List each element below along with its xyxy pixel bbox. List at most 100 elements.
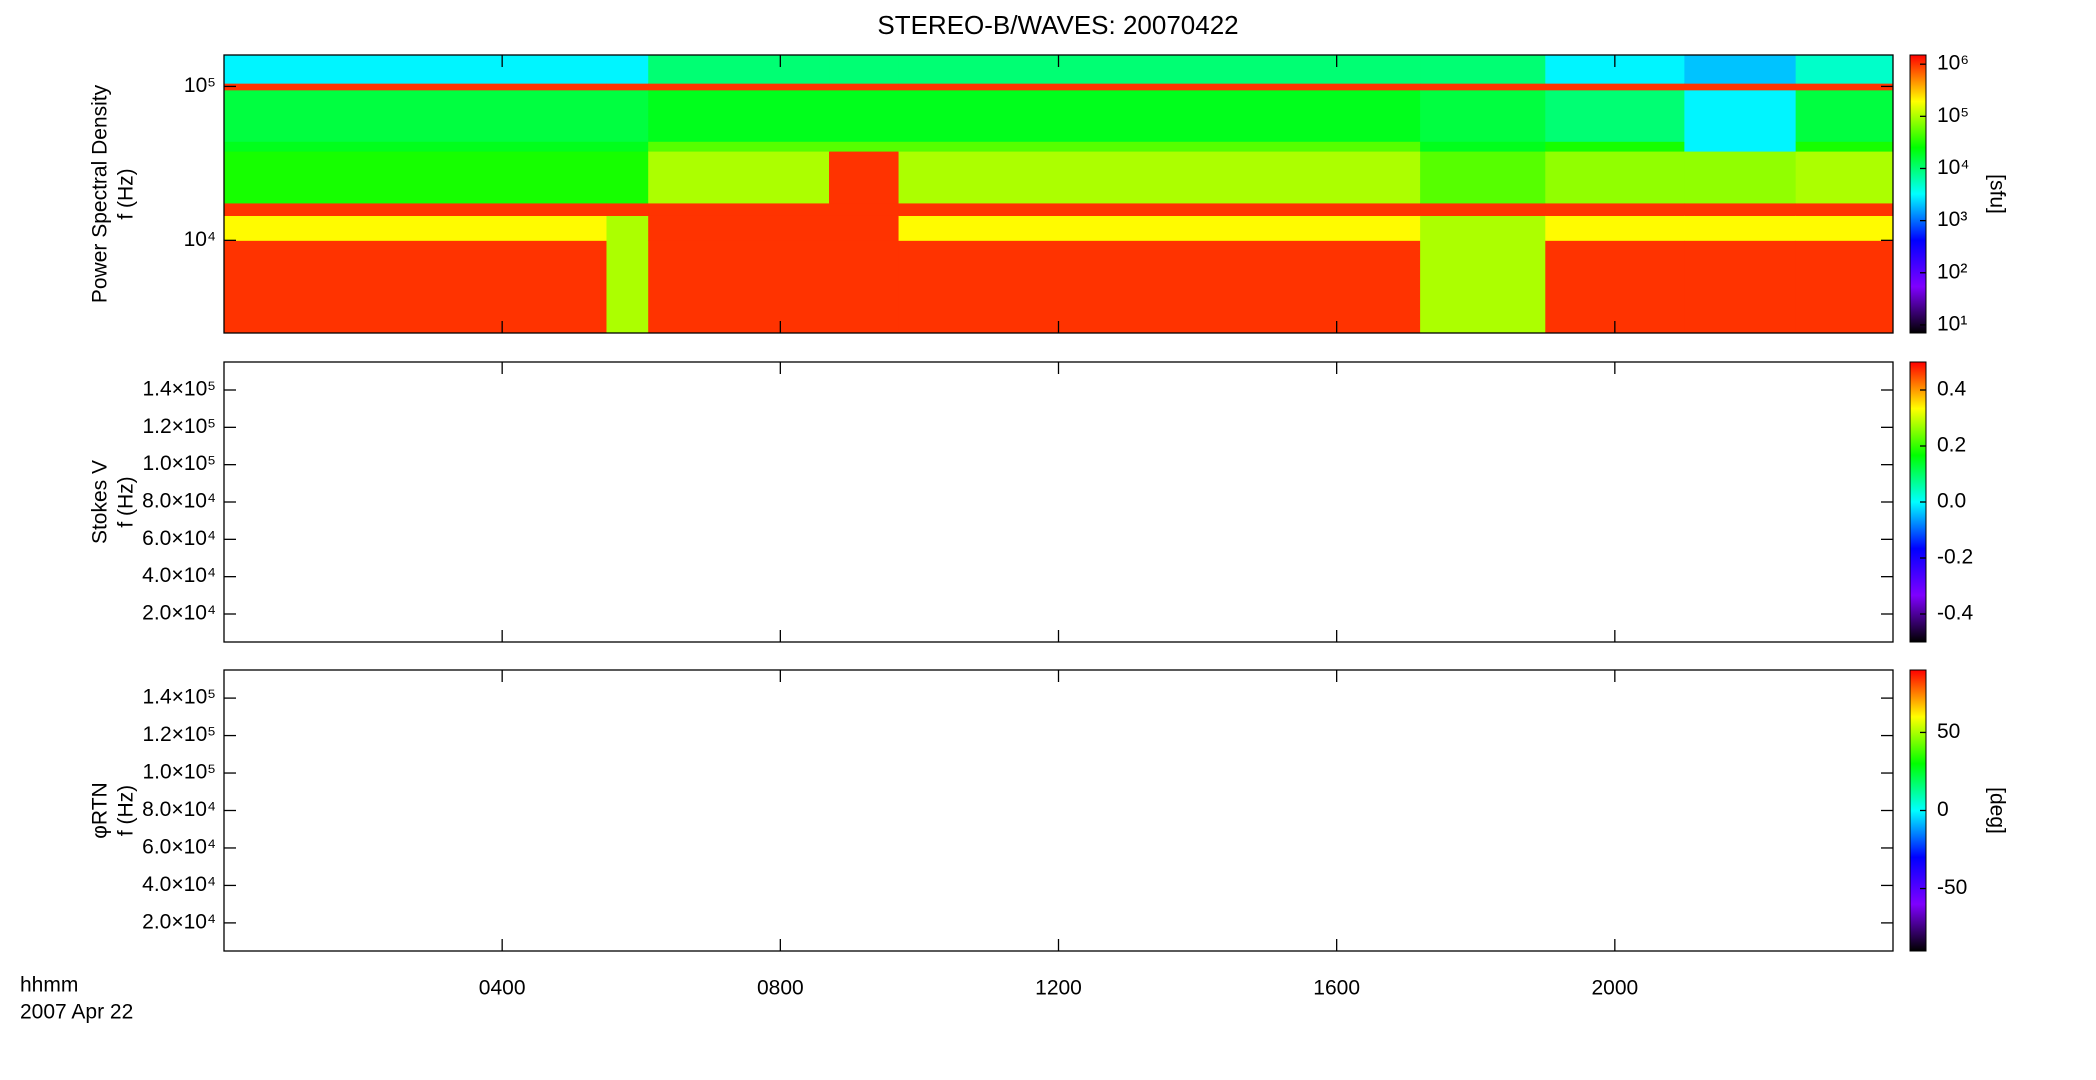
heatmap-cell bbox=[1420, 83, 1546, 91]
heatmap-cell bbox=[1545, 141, 1685, 152]
heatmap-cell bbox=[898, 151, 1421, 204]
heatmap-cell bbox=[1420, 55, 1546, 84]
heatmap-cell bbox=[648, 202, 830, 216]
heatmap-cell bbox=[648, 240, 830, 334]
y-tick-label: 10⁴ bbox=[184, 228, 216, 251]
heatmap-cell bbox=[648, 215, 830, 241]
colorbar-tick-label: 0 bbox=[1937, 798, 1949, 821]
y-tick-label: 2.0×10⁴ bbox=[142, 910, 216, 933]
heatmap-cell bbox=[898, 55, 1421, 84]
x-tick-label: 1200 bbox=[1035, 977, 1082, 1000]
x-tick-label: 0400 bbox=[479, 977, 526, 1000]
heatmap-cell bbox=[1684, 240, 1797, 334]
heatmap-cell bbox=[1684, 202, 1797, 216]
heatmap-cell bbox=[898, 202, 1421, 216]
heatmap-cell bbox=[606, 55, 649, 84]
colorbar-tick-label: 10⁴ bbox=[1937, 156, 1969, 179]
heatmap-cell bbox=[1684, 151, 1797, 204]
heatmap-cell bbox=[606, 202, 649, 216]
heatmap-cell bbox=[898, 89, 1421, 142]
heatmap-cell bbox=[1684, 141, 1797, 152]
heatmap-cell bbox=[648, 83, 830, 91]
heatmap-cell bbox=[1795, 240, 1894, 334]
colorbar-tick-label: 10⁶ bbox=[1937, 52, 1969, 75]
date-label: 2007 Apr 22 bbox=[20, 1001, 133, 1024]
heatmap-cell bbox=[1545, 215, 1685, 241]
y-tick-label: 1.4×10⁵ bbox=[142, 378, 216, 401]
heatmap-cell bbox=[829, 151, 900, 204]
heatmap-cell bbox=[648, 55, 830, 84]
heatmap-cell bbox=[648, 141, 830, 152]
y-tick-label: 1.0×10⁵ bbox=[142, 452, 216, 475]
colorbar-label: [deg] bbox=[1985, 787, 2008, 834]
colorbar bbox=[1909, 54, 1927, 334]
heatmap-cell bbox=[829, 89, 900, 142]
heatmap-cell bbox=[224, 215, 607, 241]
heatmap-cell bbox=[898, 240, 1421, 334]
y-tick-label: 1.0×10⁵ bbox=[142, 761, 216, 784]
colorbar-tick-label: 0.0 bbox=[1937, 490, 1966, 513]
heatmap-cell bbox=[829, 240, 900, 334]
heatmap-cell bbox=[1795, 141, 1894, 152]
heatmap-cell bbox=[1545, 240, 1685, 334]
heatmap-cell bbox=[606, 141, 649, 152]
y-tick-label: 1.2×10⁵ bbox=[142, 723, 216, 746]
heatmap-cell bbox=[1795, 151, 1894, 204]
colorbar-tick-label: -0.4 bbox=[1937, 602, 1974, 625]
colorbar-tick-label: -50 bbox=[1937, 876, 1967, 899]
y-axis-label: Power Spectral Density bbox=[89, 84, 112, 303]
heatmap-cell bbox=[224, 202, 607, 216]
y-axis-label: φRTN bbox=[89, 782, 112, 838]
heatmap-cell bbox=[224, 141, 607, 152]
colorbar-tick-label: 0.4 bbox=[1937, 378, 1967, 401]
y-tick-label: 6.0×10⁴ bbox=[142, 527, 216, 550]
heatmap-cell bbox=[1795, 89, 1894, 142]
y-tick-label: 1.4×10⁵ bbox=[142, 686, 216, 709]
heatmap-cell bbox=[1684, 55, 1797, 84]
heatmap-cell bbox=[829, 55, 900, 84]
heatmap-cell bbox=[648, 89, 830, 142]
heatmap-cell bbox=[1795, 55, 1894, 84]
heatmap-cell bbox=[1420, 89, 1546, 142]
heatmap-cell bbox=[1684, 83, 1797, 91]
heatmap-cell bbox=[898, 141, 1421, 152]
colorbar-tick-label: -0.2 bbox=[1937, 546, 1973, 569]
heatmap-cell bbox=[1420, 141, 1546, 152]
y-tick-label: 4.0×10⁴ bbox=[142, 564, 216, 587]
heatmap-cell bbox=[829, 83, 900, 91]
heatmap-cell bbox=[1545, 202, 1685, 216]
heatmap-cell bbox=[829, 202, 900, 216]
x-axis-label: hhmm bbox=[20, 974, 78, 997]
heatmap-cell bbox=[829, 141, 900, 152]
y-axis-label: Stokes V bbox=[89, 460, 112, 544]
heatmap-cell bbox=[1795, 83, 1894, 91]
colorbar-tick-label: 10⁵ bbox=[1937, 104, 1969, 127]
x-tick-label: 1600 bbox=[1313, 977, 1360, 1000]
heatmap-cell bbox=[224, 240, 607, 334]
colorbar-tick-label: 0.2 bbox=[1937, 434, 1966, 457]
colorbar-tick-label: 50 bbox=[1937, 720, 1960, 743]
x-tick-label: 0800 bbox=[757, 977, 804, 1000]
heatmap-cell bbox=[1684, 215, 1797, 241]
heatmap-cell bbox=[898, 83, 1421, 91]
heatmap-cell bbox=[829, 215, 900, 241]
y-tick-label: 2.0×10⁴ bbox=[142, 602, 216, 625]
colorbar-tick-label: 10² bbox=[1937, 260, 1967, 283]
heatmap-cell bbox=[1420, 202, 1546, 216]
y-axis-label: f (Hz) bbox=[115, 168, 138, 219]
y-tick-label: 10⁵ bbox=[184, 74, 216, 97]
y-axis-label: f (Hz) bbox=[115, 476, 138, 527]
heatmap-cell bbox=[606, 89, 649, 142]
heatmap-cell bbox=[224, 55, 607, 84]
heatmap-cell bbox=[224, 83, 607, 91]
x-tick-label: 2000 bbox=[1591, 977, 1638, 1000]
y-tick-label: 4.0×10⁴ bbox=[142, 873, 216, 896]
heatmap-cell bbox=[1795, 202, 1894, 216]
heatmap-cell bbox=[1545, 151, 1685, 204]
colorbar-tick-label: 10¹ bbox=[1937, 312, 1967, 335]
heatmap-cell bbox=[1420, 151, 1546, 204]
heatmap-cell bbox=[1684, 89, 1797, 142]
chart-title: STEREO-B/WAVES: 20070422 bbox=[877, 10, 1238, 40]
heatmap-cell bbox=[1545, 89, 1685, 142]
colorbar-tick-label: 10³ bbox=[1937, 208, 1967, 231]
